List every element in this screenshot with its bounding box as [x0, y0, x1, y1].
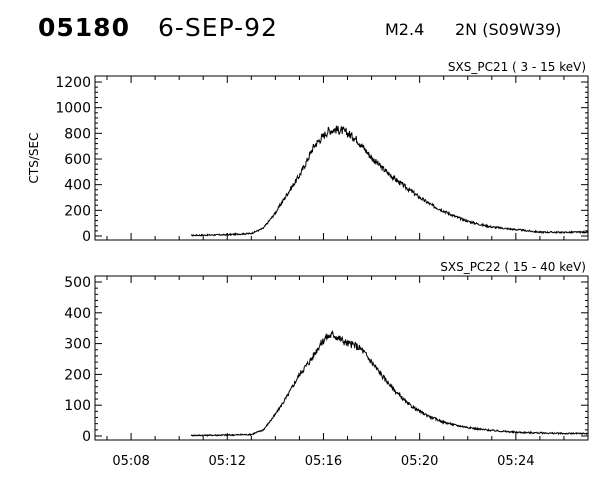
y-tick-label: 400 — [64, 306, 91, 322]
y-tick-label: 0 — [82, 429, 91, 445]
y-tick-label: 1200 — [55, 75, 91, 91]
panel-title-1: SXS_PC21 ( 3 - 15 keV) — [448, 60, 586, 74]
event-date: 6-SEP-92 — [158, 13, 278, 42]
y-tick-label: 100 — [64, 398, 91, 414]
series-line-2 — [190, 329, 589, 437]
y-tick-label: 500 — [64, 275, 91, 291]
x-tick-label: 05:20 — [401, 454, 438, 469]
y-axis-label: CTS/SEC — [27, 133, 41, 184]
x-tick-label: 05:16 — [305, 454, 342, 469]
event-id: 05180 — [38, 13, 130, 42]
panel-title-2: SXS_PC22 ( 15 - 40 keV) — [440, 260, 586, 274]
y-tick-label: 1000 — [55, 101, 91, 117]
y-tick-label: 400 — [64, 178, 91, 194]
y-tick-label: 200 — [64, 203, 91, 219]
x-tick-label: 05:08 — [112, 454, 149, 469]
plot-frame-1 — [94, 75, 589, 241]
flare-location: 2N (S09W39) — [455, 20, 562, 39]
y-tick-label: 600 — [64, 152, 91, 168]
flare-class: M2.4 — [385, 20, 425, 39]
x-tick-label: 05:12 — [209, 454, 246, 469]
y-tick-label: 0 — [82, 229, 91, 245]
series-line-1 — [191, 125, 589, 237]
x-tick-label: 05:24 — [497, 454, 534, 469]
y-tick-label: 800 — [64, 126, 91, 142]
plot-frame-2 — [94, 275, 589, 441]
y-tick-label: 200 — [64, 367, 91, 383]
y-tick-label: 300 — [64, 337, 91, 353]
